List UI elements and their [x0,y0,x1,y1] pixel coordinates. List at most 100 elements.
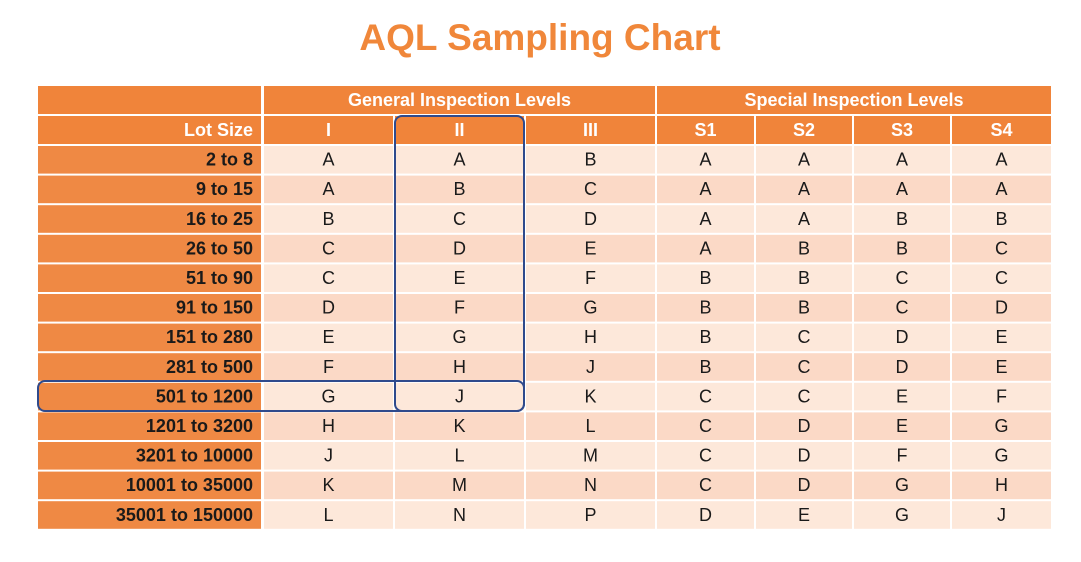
code-letter: B [584,150,596,170]
cell [854,264,950,292]
code-letter: B [798,268,810,288]
code-letter: B [699,298,711,318]
column-header: S1 [694,120,716,140]
code-letter: J [455,386,464,406]
cell [657,234,754,263]
column-header: S2 [793,120,815,140]
header-cell [526,116,655,144]
cell [952,353,1051,381]
cell [38,205,261,233]
cell [952,294,1051,322]
header-cell [395,116,524,144]
code-letter: G [994,446,1008,466]
code-letter: A [699,179,711,199]
header-cell [38,86,261,114]
code-letter: A [453,150,465,170]
code-letter: C [453,209,466,229]
cell [38,442,261,470]
code-letter: B [995,209,1007,229]
cell [526,264,655,292]
header-group [264,86,655,114]
code-letter: C [798,386,811,406]
cell [38,264,261,292]
cell [854,442,950,470]
column-header: S3 [891,120,913,140]
header-cell [756,116,852,144]
header-group [657,86,1051,114]
code-letter: J [586,357,595,377]
cell [526,175,655,204]
code-letter: A [798,179,810,199]
code-letter: G [321,386,335,406]
code-letter: D [798,446,811,466]
code-letter: A [896,179,908,199]
cell [395,294,524,322]
code-letter: A [322,150,334,170]
cell [657,442,754,470]
cell [526,353,655,381]
cell [756,442,852,470]
code-letter: M [583,446,598,466]
code-letter: A [798,209,810,229]
code-letter: C [584,179,597,199]
cell [395,501,524,529]
cell [657,264,754,292]
cell [854,382,950,411]
code-letter: K [453,416,465,436]
lot-size: 9 to 15 [196,179,253,199]
cell [38,501,261,529]
cell [756,412,852,440]
cell [952,501,1051,529]
cell [526,382,655,411]
lot-size: 1201 to 3200 [146,416,253,436]
cell [526,412,655,440]
code-letter: K [322,475,334,495]
cell [264,205,393,233]
cell [38,175,261,204]
code-letter: H [322,416,335,436]
lot-size: 151 to 280 [166,327,253,347]
cell [526,294,655,322]
cell [38,353,261,381]
code-letter: C [995,238,1008,258]
code-letter: A [896,150,908,170]
header-group-label: Special Inspection Levels [744,90,963,110]
cell [952,146,1051,174]
cell [264,382,393,411]
code-letter: E [896,386,908,406]
cell [756,471,852,500]
code-letter: C [699,416,712,436]
code-letter: C [699,475,712,495]
code-letter: E [453,268,465,288]
cell [38,382,261,411]
cell [756,294,852,322]
cell [526,234,655,263]
code-letter: D [699,505,712,525]
column-header: II [454,120,464,140]
cell [952,442,1051,470]
lot-size: 501 to 1200 [156,386,253,406]
column-header: S4 [990,120,1012,140]
cell [264,294,393,322]
cell [657,205,754,233]
cell [657,175,754,204]
cell [756,382,852,411]
code-letter: D [453,238,466,258]
code-letter: G [895,505,909,525]
cell [526,501,655,529]
cell [657,382,754,411]
code-letter: C [995,268,1008,288]
cell [395,471,524,500]
cell [657,146,754,174]
code-letter: B [453,179,465,199]
code-letter: C [699,446,712,466]
cell [854,146,950,174]
lot-size: 91 to 150 [176,298,253,318]
highlight-row [37,380,525,412]
code-letter: D [896,327,909,347]
header-cell [657,116,754,144]
code-letter: B [896,238,908,258]
code-letter: L [585,416,595,436]
lot-size: 16 to 25 [186,209,253,229]
code-letter: P [584,505,596,525]
